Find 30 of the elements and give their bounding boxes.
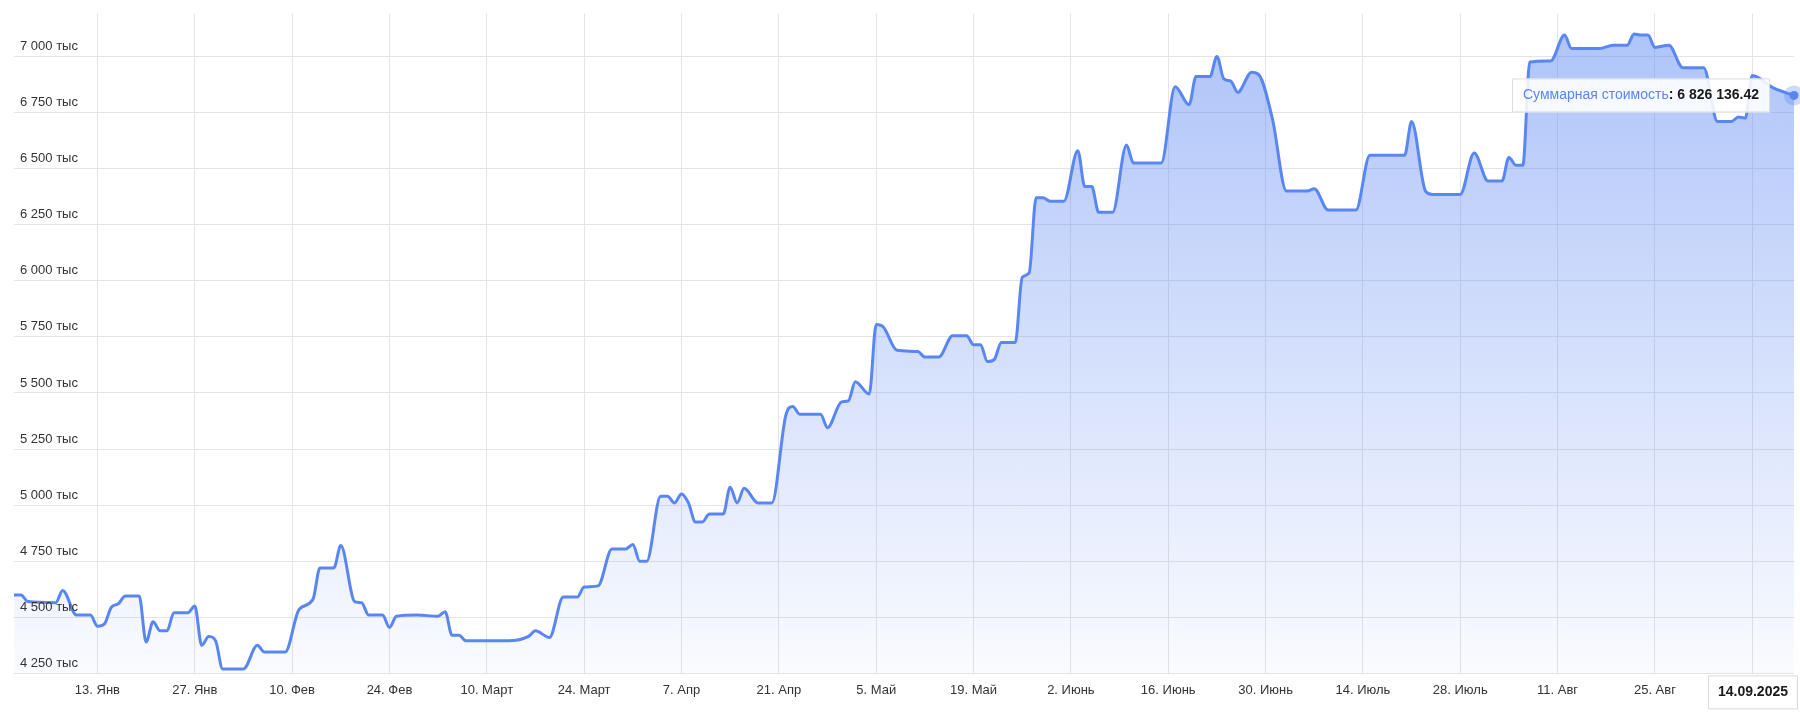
y-tick-label: 4 750 тыс	[20, 542, 79, 558]
x-tick-label: 16. Июнь	[1140, 681, 1196, 697]
y-tick-label: 4 250 тыс	[20, 654, 79, 670]
y-tick-label: 6 500 тыс	[20, 150, 79, 166]
y-tick-label: 7 000 тыс	[20, 38, 79, 54]
x-tick-label: 11. Авг	[1537, 681, 1579, 697]
annotation: Суммарная стоимость: 6 826 136.42	[1522, 86, 1760, 103]
y-tick-label: 6 250 тыс	[20, 206, 79, 222]
x-tick-label: 14. Июль	[1335, 681, 1391, 697]
x-tick-label: 28. Июль	[1432, 681, 1488, 697]
x-tick-label: 24. Фев	[366, 681, 413, 697]
y-tick-label: 5 750 тыс	[20, 318, 79, 334]
x-tick-label: 30. Июнь	[1238, 681, 1294, 697]
x-tick-label: 2. Июнь	[1047, 681, 1095, 697]
y-tick-label: 5 000 тыс	[20, 486, 79, 502]
x-tick-label: 19. Май	[949, 681, 998, 697]
x-tick-label: 10. Фев	[269, 681, 316, 697]
x-tick-label: 7. Апр	[662, 681, 701, 697]
x-tick-label: 10. Март	[460, 681, 514, 697]
x-tick-label: 21. Апр	[756, 681, 802, 697]
text: 14.09.2025	[1717, 683, 1789, 700]
x-tick-label: 5. Май	[856, 681, 897, 697]
y-tick-label: 6 750 тыс	[20, 94, 79, 110]
x-tick-label: 24. Март	[557, 681, 611, 697]
y-tick-label: 6 000 тыс	[20, 262, 79, 278]
y-tick-label: 5 500 тыс	[20, 374, 79, 390]
x-tick-label: 27. Янв	[172, 681, 218, 697]
x-tick-label: 13. Янв	[74, 681, 121, 697]
x-tick-label: 25. Авг	[1633, 681, 1677, 697]
y-tick-label: 5 250 тыс	[20, 430, 79, 446]
